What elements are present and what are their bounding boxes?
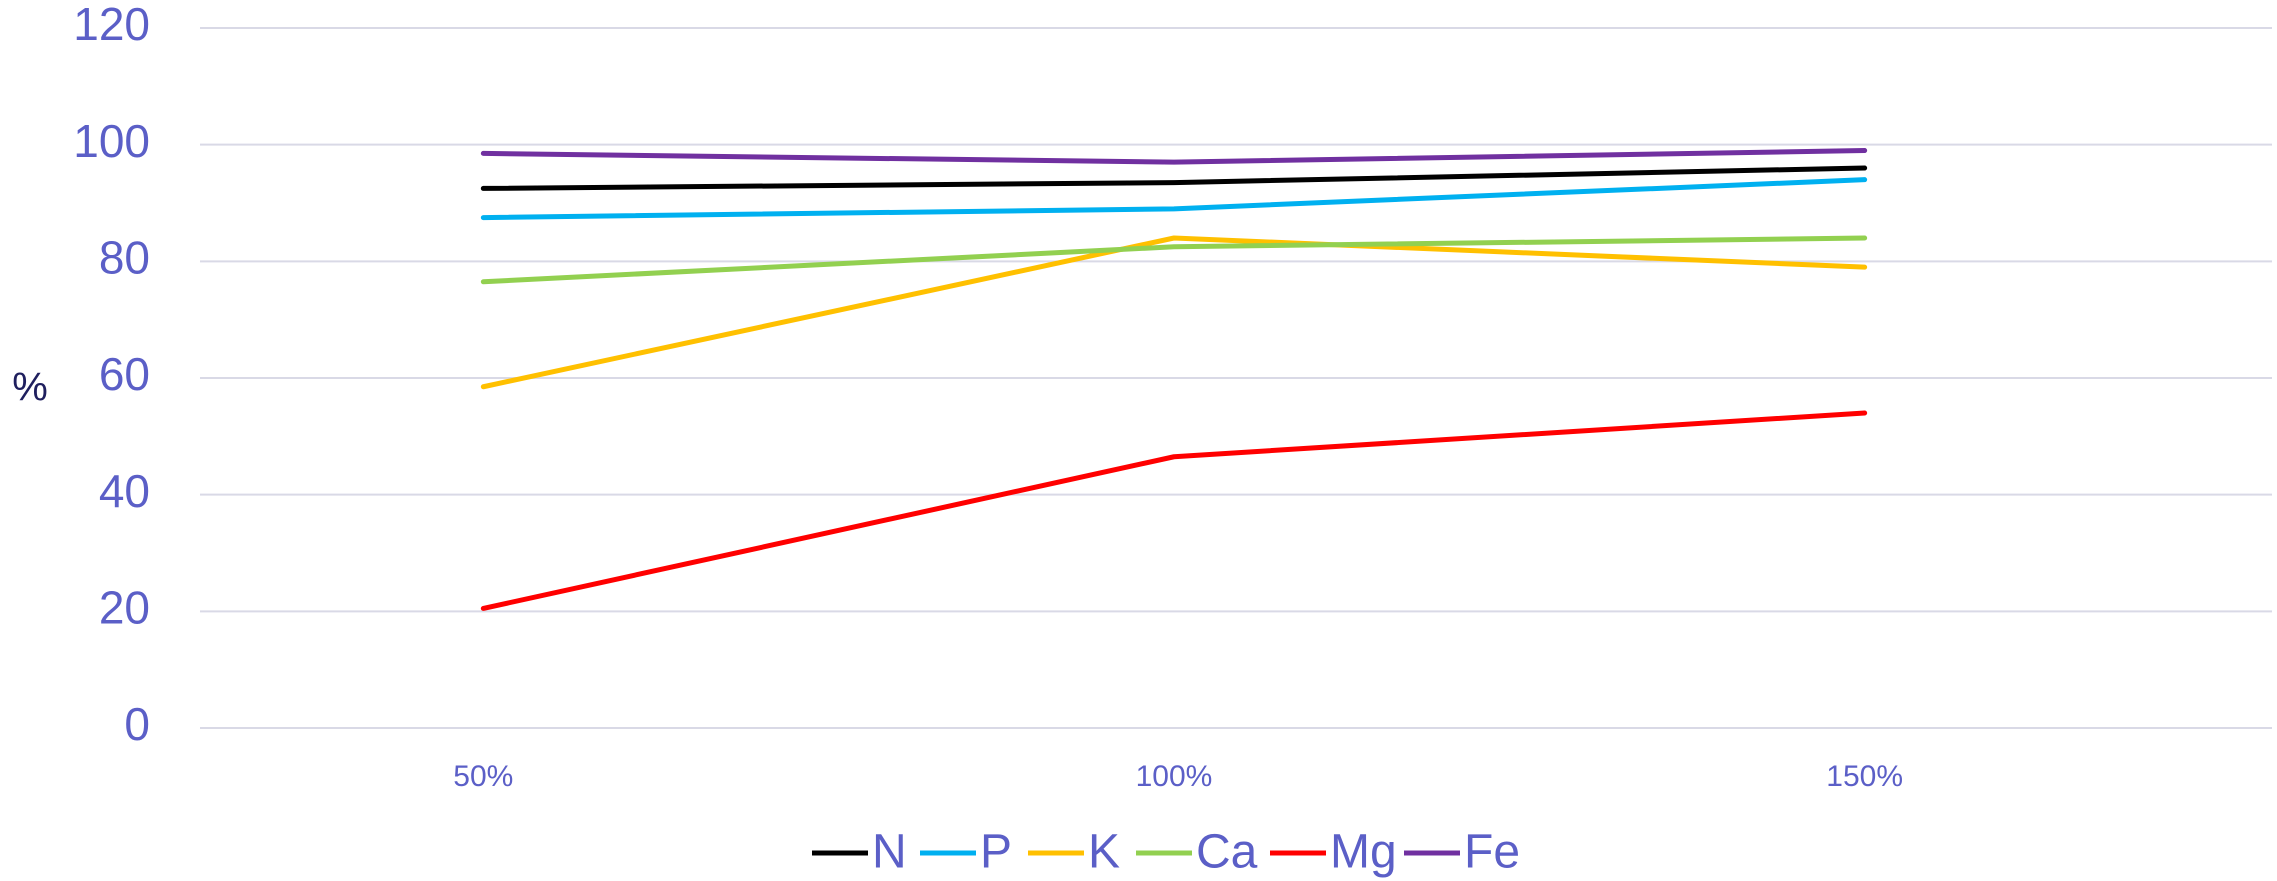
series-line-n (480, 165, 1868, 191)
y-tick-label: 0 (124, 698, 150, 750)
series-line-k (480, 235, 1868, 390)
legend-label-p: P (980, 826, 1012, 879)
series-line-ca (480, 235, 1868, 285)
y-axis-label: % (12, 366, 48, 410)
y-tick-label: 120 (73, 0, 150, 50)
legend-label-n: N (872, 826, 907, 879)
y-tick-label: 100 (73, 115, 150, 167)
series-line-fe (480, 148, 1868, 165)
x-tick-label: 100% (1136, 760, 1213, 793)
y-axis-ticks: 0 20 40 60 80 100 120 (73, 0, 150, 750)
legend-label-ca: Ca (1196, 826, 1258, 879)
legend: N P K Ca Mg Fe (812, 826, 1520, 879)
y-tick-label: 80 (99, 231, 150, 283)
y-tick-label: 20 (99, 581, 150, 633)
y-tick-label: 60 (99, 348, 150, 400)
gridlines (200, 27, 2272, 729)
series-lines (480, 148, 1868, 611)
x-tick-label: 50% (453, 760, 513, 793)
series-line-p (480, 177, 1868, 221)
legend-label-k: K (1088, 826, 1120, 879)
legend-label-fe: Fe (1464, 826, 1520, 879)
series-line-mg (480, 410, 1868, 611)
x-tick-label: 150% (1826, 760, 1903, 793)
legend-label-mg: Mg (1330, 826, 1397, 879)
y-tick-label: 40 (99, 465, 150, 517)
x-axis-ticks: 50% 100% 150% (453, 760, 1903, 793)
